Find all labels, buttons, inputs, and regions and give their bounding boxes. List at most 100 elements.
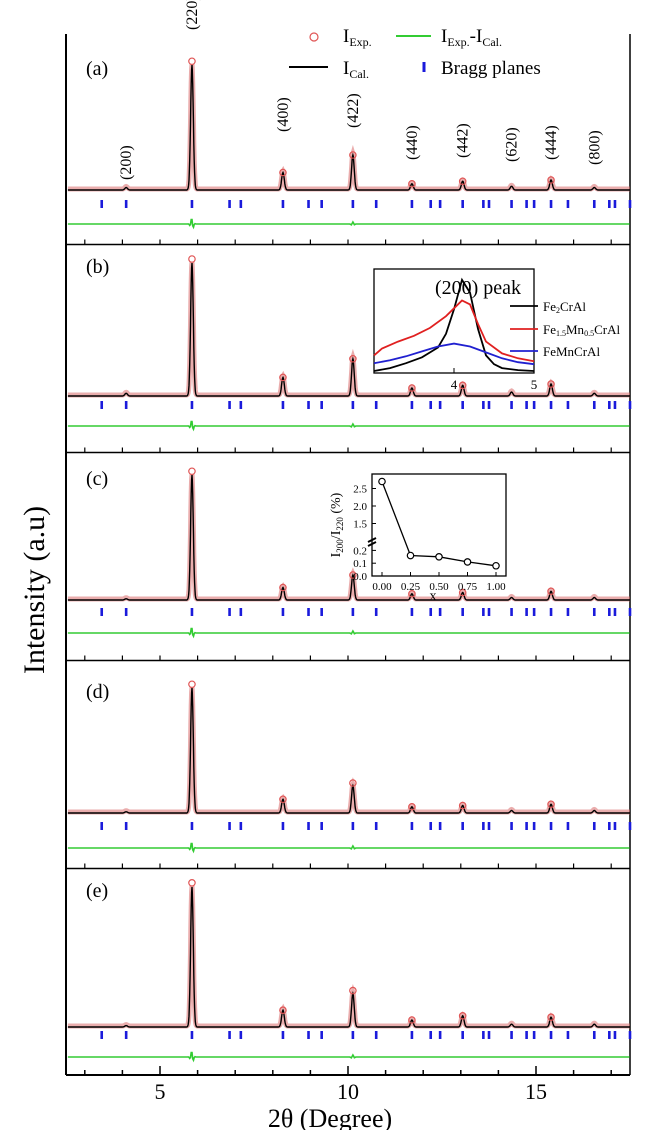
exp-point [408,179,416,188]
subscript-text: Exp. [447,35,469,49]
text-span: I [476,26,482,47]
experimental-trace [67,885,630,1029]
hkl-label: (444) [543,125,560,160]
exp-point [188,57,196,66]
panel-d: (d) [66,655,632,854]
exp-point [188,878,196,887]
x-tick-label: 15 [525,1079,547,1104]
inset-b-tick-label: 5 [531,377,538,392]
text-span: - [470,26,476,47]
legend-exp-symbol [309,32,319,42]
inset-c-point [378,477,386,486]
difference-curve [67,842,630,854]
text-span: Fe [543,322,556,337]
panel-b: (b) [66,239,632,432]
calculated-trace [67,474,630,601]
hkl-label: (220) [184,0,201,30]
hkl-label: (620) [504,127,521,162]
exp-point [408,589,416,598]
text-span: FeMnCrAl [543,344,600,359]
calculated-trace [67,687,630,814]
exp-point [547,800,555,809]
inset-b-title: (200) peak [435,277,521,299]
exp-point [349,986,357,995]
hkl-label: (200) [118,145,135,180]
inset-b-legend-label: FeMnCrAl [543,344,600,359]
inset-c-axis-break [367,541,377,547]
panel-label: (c) [86,468,108,490]
exp-point [188,680,196,689]
exp-point [458,588,467,597]
difference-curve [67,420,630,432]
exp-point [547,587,555,596]
exp-point [279,373,287,382]
inset-c-x-tick-label: 0.75 [458,581,478,593]
experimental-trace [67,473,630,602]
text-span: /I [329,530,344,539]
exp-point [349,571,357,579]
exp-point [279,795,287,804]
panel-label: (e) [86,880,108,902]
text-span: I [343,58,349,79]
inset-c-x-tick-label: 0.00 [372,581,392,593]
experimental-trace [67,686,630,815]
legend-diff-label: IExp.-ICal. [441,26,502,49]
text-span: I [441,26,447,47]
x-axis-label: 2θ (Degree) [268,1104,392,1130]
subscript-text: 220 [335,517,345,531]
inset-c-y-tick-label: 1.5 [353,519,367,531]
panel-a: (a) [67,57,632,230]
exp-point [279,1006,287,1015]
subscript-text: Cal. [482,35,502,49]
exp-point [547,380,555,388]
text-span: I [343,26,349,47]
exp-point [458,177,467,186]
y-axis-label: Intensity (a.u) [18,506,51,674]
inset-b-series [373,342,535,366]
inset-b-legend-label: Fe2CrAl [543,299,586,315]
calculated-trace [67,886,630,1028]
hkl-label: (442) [455,123,472,158]
legend-cal-label: ICal. [343,58,369,81]
exp-point [547,1013,555,1022]
x-tick-label: 5 [155,1079,166,1104]
text-span: CrAl [594,322,620,337]
text-span: (%) [329,492,344,517]
subscript-text: 0.5 [584,329,594,338]
panels: (a) (b) (c) (d) (e) (200) (220) (400) (422) (440)… [66,0,632,1063]
inset-c-frame [371,473,507,577]
inset-b-series [373,299,535,363]
inset-c-x-tick-label: 0.25 [401,581,421,593]
inset-c-x-label: x [430,589,437,604]
panel-label: (a) [86,58,108,80]
hkl-label: (422) [345,93,362,128]
inset-c-point [435,552,443,561]
inset-b-tick-label: 4 [451,377,458,392]
inset-200-peak: 4 5(200) peakFe2CrAlFe1.5Mn0.5CrAlFeMnCrA… [373,268,620,392]
subscript-text: 1.5 [556,329,566,338]
inset-b-legend-label: Fe1.5Mn0.5CrAl [543,322,620,338]
exp-point [408,384,416,392]
text-span: Fe [543,299,556,314]
exp-point [349,354,357,363]
subscript-text: Cal. [349,67,369,81]
hkl-label: (800) [586,130,603,165]
inset-c-y-tick-label: 0.1 [353,558,367,570]
panel-label: (b) [86,256,109,278]
hkl-label: (440) [404,125,421,160]
exp-point [349,779,357,787]
panel-c: (c) [66,447,632,639]
panel-label: (d) [86,681,109,703]
legend: IExp. IExp.-ICal.ICal. Bragg planes [289,26,541,81]
legend-bragg-label: Bragg planes [441,58,541,79]
exp-point [279,583,287,592]
subscript-text: Exp. [349,35,371,49]
exp-point [458,1011,467,1020]
text-span: Mn [566,322,585,337]
x-tick-label: 10 [337,1079,359,1104]
text-span: I [329,552,344,557]
inset-b-series [373,277,535,372]
inset-intensity-ratio: 0.00.10.2 1.5 2.0 2.5 0.00 0.25 0.50 0.75 1.00 x I… [329,473,507,604]
calculated-trace [67,64,630,191]
